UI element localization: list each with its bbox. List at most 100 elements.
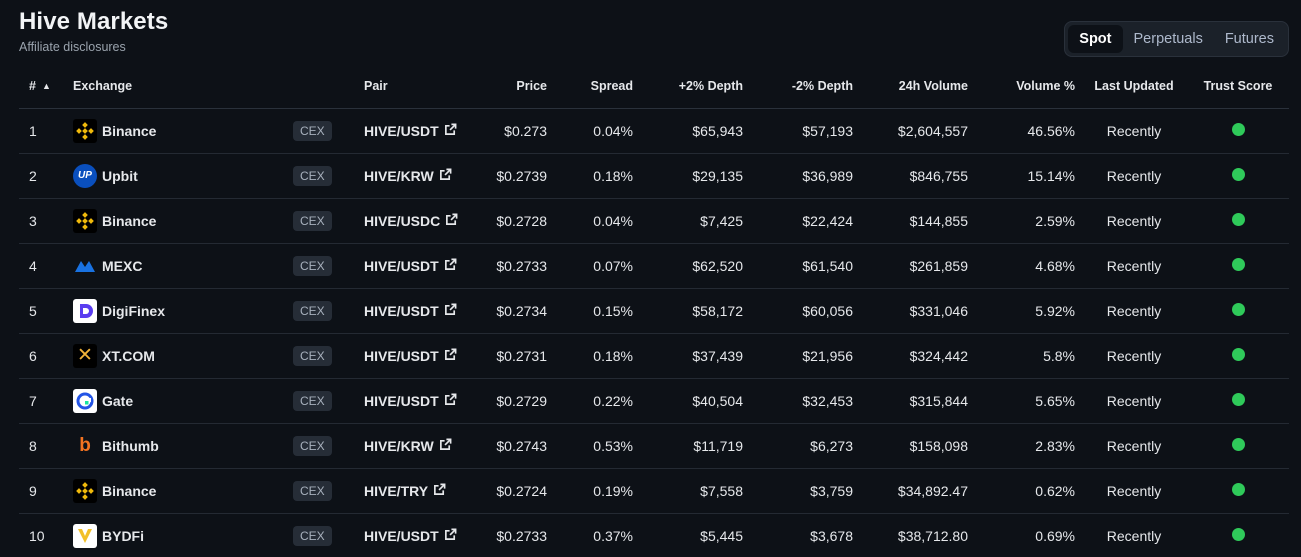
cell-trust-score xyxy=(1187,513,1289,557)
exchange-link[interactable]: Binance xyxy=(73,118,281,143)
exchange-link[interactable]: b Bithumb xyxy=(73,434,281,458)
cell-price: $0.2743 xyxy=(473,423,553,469)
exchange-link[interactable]: ✕ XT.COM xyxy=(73,343,281,368)
pair-link[interactable]: HIVE/USDT xyxy=(364,123,457,139)
pair-link[interactable]: HIVE/TRY xyxy=(364,483,446,499)
cell-price: $0.2733 xyxy=(473,243,553,289)
cell-pair[interactable]: HIVE/USDT xyxy=(358,333,473,379)
table-header-row: # ▲ Exchange Pair Price Spread +2% Depth … xyxy=(19,65,1289,109)
pair-link[interactable]: HIVE/USDT xyxy=(364,258,457,274)
col-pair[interactable]: Pair xyxy=(358,65,473,109)
cell-depth-minus: $21,956 xyxy=(749,333,859,379)
exchange-link[interactable]: Binance xyxy=(73,208,281,233)
pair-label: HIVE/USDT xyxy=(364,347,439,364)
exchange-link[interactable]: Gate xyxy=(73,388,281,413)
table-row[interactable]: 4 MEXC CEX HIVE/USDT $0.2733 0.07% $62,520 $61,… xyxy=(19,243,1289,289)
exchange-name: Gate xyxy=(102,392,134,409)
upbit-icon: UP xyxy=(73,163,97,188)
affiliate-disclosures-link[interactable]: Affiliate disclosures xyxy=(19,40,126,54)
cell-pair[interactable]: HIVE/TRY xyxy=(358,468,473,514)
external-link-icon xyxy=(433,483,446,499)
col-last-updated[interactable]: Last Updated xyxy=(1081,65,1187,109)
cell-last-updated: Recently xyxy=(1081,333,1187,379)
exchange-type-badge: CEX xyxy=(293,255,332,276)
tab-futures[interactable]: Futures xyxy=(1224,31,1274,47)
cell-spread: 0.07% xyxy=(553,243,639,289)
exchange-link[interactable]: Binance xyxy=(73,478,281,503)
cell-pair[interactable]: HIVE/USDT xyxy=(358,378,473,424)
tab-perpetuals[interactable]: Perpetuals xyxy=(1133,31,1203,47)
cell-volume: $324,442 xyxy=(859,333,974,379)
table-row[interactable]: 7 Gate CEX HIVE/USDT $0.2729 0.22% $40,504 $32,… xyxy=(19,378,1289,424)
cell-exchange[interactable]: ✕ XT.COM xyxy=(67,333,287,379)
pair-link[interactable]: HIVE/USDT xyxy=(364,528,457,544)
col-depth-minus[interactable]: -2% Depth xyxy=(749,65,859,109)
cell-trust-score xyxy=(1187,153,1289,199)
cell-last-updated: Recently xyxy=(1081,108,1187,154)
col-volume[interactable]: 24h Volume xyxy=(859,65,974,109)
pair-link[interactable]: HIVE/KRW xyxy=(364,168,452,184)
cell-last-updated: Recently xyxy=(1081,423,1187,469)
col-trust-score[interactable]: Trust Score xyxy=(1187,65,1289,109)
cell-depth-minus: $6,273 xyxy=(749,423,859,469)
pair-link[interactable]: HIVE/USDT xyxy=(364,348,457,364)
digifinex-icon xyxy=(73,298,97,323)
exchange-link[interactable]: BYDFi xyxy=(73,523,281,548)
table-row[interactable]: 5 DigiFinex CEX HIVE/USDT $0.2734 0.15% $58,17… xyxy=(19,288,1289,334)
exchange-link[interactable]: DigiFinex xyxy=(73,298,281,323)
tab-spot[interactable]: Spot xyxy=(1068,25,1123,53)
col-spread[interactable]: Spread xyxy=(553,65,639,109)
cell-volume: $158,098 xyxy=(859,423,974,469)
cell-pair[interactable]: HIVE/USDT xyxy=(358,288,473,334)
cell-last-updated: Recently xyxy=(1081,198,1187,244)
table-row[interactable]: 10 BYDFi CEX HIVE/USDT $0.2733 0.37% $5,445 $3,… xyxy=(19,513,1289,557)
cell-exchange[interactable]: BYDFi xyxy=(67,513,287,557)
pair-link[interactable]: HIVE/USDC xyxy=(364,213,458,229)
exchange-link[interactable]: UP Upbit xyxy=(73,163,281,188)
trust-score-indicator xyxy=(1231,257,1245,271)
cell-exchange[interactable]: Binance xyxy=(67,198,287,244)
cell-last-updated: Recently xyxy=(1081,288,1187,334)
cell-exchange[interactable]: Binance xyxy=(67,108,287,154)
table-row[interactable]: 6 ✕ XT.COM CEX HIVE/USDT $0.2731 0.18% $37,439 $… xyxy=(19,333,1289,379)
col-exchange[interactable]: Exchange xyxy=(67,65,287,109)
markets-table: # ▲ Exchange Pair Price Spread +2% Depth … xyxy=(19,65,1289,557)
cell-exchange[interactable]: b Bithumb xyxy=(67,423,287,469)
cell-depth-minus: $61,540 xyxy=(749,243,859,289)
exchange-type-badge: CEX xyxy=(293,165,332,186)
table-row[interactable]: 9 Binance CEX HIVE/TRY $0.2724 0.19% $7,558 $3,… xyxy=(19,468,1289,514)
col-rank[interactable]: # ▲ xyxy=(19,65,67,109)
col-volume-pct[interactable]: Volume % xyxy=(974,65,1081,109)
pair-link[interactable]: HIVE/USDT xyxy=(364,393,457,409)
col-price[interactable]: Price xyxy=(473,65,553,109)
exchange-name: Upbit xyxy=(102,167,138,184)
cell-exchange[interactable]: MEXC xyxy=(67,243,287,289)
pair-link[interactable]: HIVE/KRW xyxy=(364,438,452,454)
cell-pair[interactable]: HIVE/USDT xyxy=(358,243,473,289)
cell-depth-plus: $7,558 xyxy=(639,468,749,514)
pair-label: HIVE/USDC xyxy=(364,212,441,229)
xt-icon: ✕ xyxy=(73,343,97,368)
cell-pair[interactable]: HIVE/KRW xyxy=(358,423,473,469)
cell-pair[interactable]: HIVE/USDT xyxy=(358,513,473,557)
exchange-link[interactable]: MEXC xyxy=(73,254,281,278)
cell-exchange[interactable]: DigiFinex xyxy=(67,288,287,334)
gate-icon xyxy=(73,388,97,413)
pair-link[interactable]: HIVE/USDT xyxy=(364,303,457,319)
cell-rank: 4 xyxy=(19,243,67,289)
cell-exchange[interactable]: Gate xyxy=(67,378,287,424)
table-row[interactable]: 8 b Bithumb CEX HIVE/KRW $0.2743 0.53% $11,719 $… xyxy=(19,423,1289,469)
cell-pair[interactable]: HIVE/USDC xyxy=(358,198,473,244)
cell-rank: 6 xyxy=(19,333,67,379)
cell-depth-plus: $11,719 xyxy=(639,423,749,469)
table-row[interactable]: 1 Binance CEX HIVE/USDT $0.273 0.04% $65,943 $5… xyxy=(19,108,1289,154)
table-row[interactable]: 2 UP Upbit CEX HIVE/KRW $0.2739 0.18% $29,135 $3… xyxy=(19,153,1289,199)
bithumb-icon: b xyxy=(79,434,91,456)
cell-exchange[interactable]: UP Upbit xyxy=(67,153,287,199)
cell-pair[interactable]: HIVE/KRW xyxy=(358,153,473,199)
cell-pair[interactable]: HIVE/USDT xyxy=(358,108,473,154)
cell-exchange[interactable]: Binance xyxy=(67,468,287,514)
trust-score-indicator xyxy=(1231,302,1245,316)
col-depth-plus[interactable]: +2% Depth xyxy=(639,65,749,109)
table-row[interactable]: 3 Binance CEX HIVE/USDC $0.2728 0.04% $7,425 $2… xyxy=(19,198,1289,244)
